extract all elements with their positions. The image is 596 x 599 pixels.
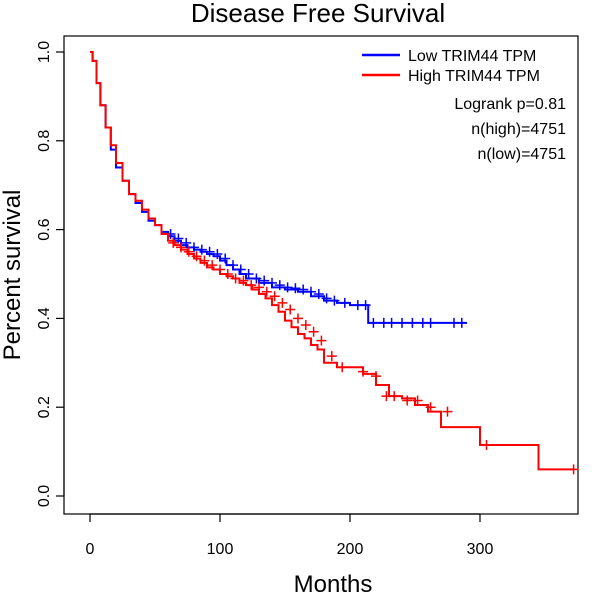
censor-mark [326,351,337,362]
censor-mark [277,297,288,308]
censor-mark [238,275,249,286]
y-axis-title: Percent survival [0,190,26,361]
censor-mark [196,244,207,255]
n-high-text: n(high)=4751 [471,121,566,138]
censor-mark [313,288,324,299]
censor-mark [220,253,231,264]
censor-marks-low [165,229,467,328]
legend-label-high: High TRIM44 TPM [408,68,540,85]
censor-mark [402,395,413,406]
censor-mark [442,406,453,417]
legend: Low TRIM44 TPM High TRIM44 TPM [362,48,540,85]
censor-mark [251,273,262,284]
censor-mark [397,317,407,328]
x-tick-label: 200 [337,541,364,558]
censor-mark [212,249,223,260]
y-tick-label: 0.8 [36,130,53,152]
censor-mark [412,395,423,406]
censor-mark [425,317,436,328]
y-tick-label: 0.0 [36,485,53,507]
stats-block: Logrank p=0.81 n(high)=4751 n(low)=4751 [454,96,566,163]
censor-mark [316,335,327,346]
censor-mark [290,283,301,294]
censor-mark [481,439,492,450]
y-tick-label: 0.6 [36,218,53,240]
y-tick-label: 0.4 [36,307,53,329]
x-tick-label: 300 [467,541,494,558]
censor-mark [306,286,316,297]
censor-mark [337,362,348,373]
censor-mark [199,255,210,266]
censor-mark [243,269,254,279]
censor-mark [300,320,311,331]
censor-mark [189,242,199,253]
chart-title: Disease Free Survival [191,0,445,28]
censor-mark [228,260,238,271]
censor-mark [358,366,368,377]
censor-marks-high [168,237,579,475]
censor-mark [235,264,246,275]
censor-mark [568,464,579,475]
censor-mark [246,280,257,291]
censor-mark [267,277,277,288]
censor-mark [269,291,280,302]
censor-mark [386,317,397,328]
censor-mark [407,317,418,328]
censor-mark [183,246,194,257]
censor-mark [176,242,186,253]
legend-label-low: Low TRIM44 TPM [408,48,536,65]
y-tick-label: 0.2 [36,396,53,418]
censor-mark [254,282,264,293]
censor-mark [259,275,270,286]
censor-mark [293,313,303,324]
x-axis-ticks: 0 100 200 300 [86,514,494,558]
censor-mark [222,269,233,279]
censor-mark [360,300,371,311]
censor-mark [456,317,467,328]
censor-mark [274,280,285,291]
censor-mark [308,326,319,337]
censor-mark [298,284,309,295]
censor-mark [371,371,381,382]
censor-mark [285,304,296,315]
logrank-text: Logrank p=0.81 [454,96,566,113]
censor-mark [425,402,436,413]
series-line-low [90,51,467,324]
censor-mark [329,295,340,306]
x-axis-title: Months [294,571,373,598]
censor-mark [181,237,192,248]
censor-mark [215,264,225,275]
y-axis-ticks: 0.0 0.2 0.4 0.6 0.8 1.0 [36,41,64,507]
censor-mark [173,233,184,244]
x-tick-label: 100 [207,541,234,558]
censor-mark [168,237,179,248]
n-low-text: n(low)=4751 [478,146,567,163]
censor-mark [339,297,350,308]
censor-mark [230,273,241,284]
censor-mark [204,246,215,257]
series-line-high [90,51,574,471]
censor-mark [261,286,272,297]
censor-mark [191,251,202,262]
censor-mark [207,260,218,271]
censor-mark [321,293,332,304]
x-tick-label: 0 [86,541,95,558]
censor-mark [282,282,293,293]
censor-mark [368,317,379,328]
y-tick-label: 1.0 [36,41,53,63]
series-layer [90,51,579,475]
censor-mark [389,391,400,402]
